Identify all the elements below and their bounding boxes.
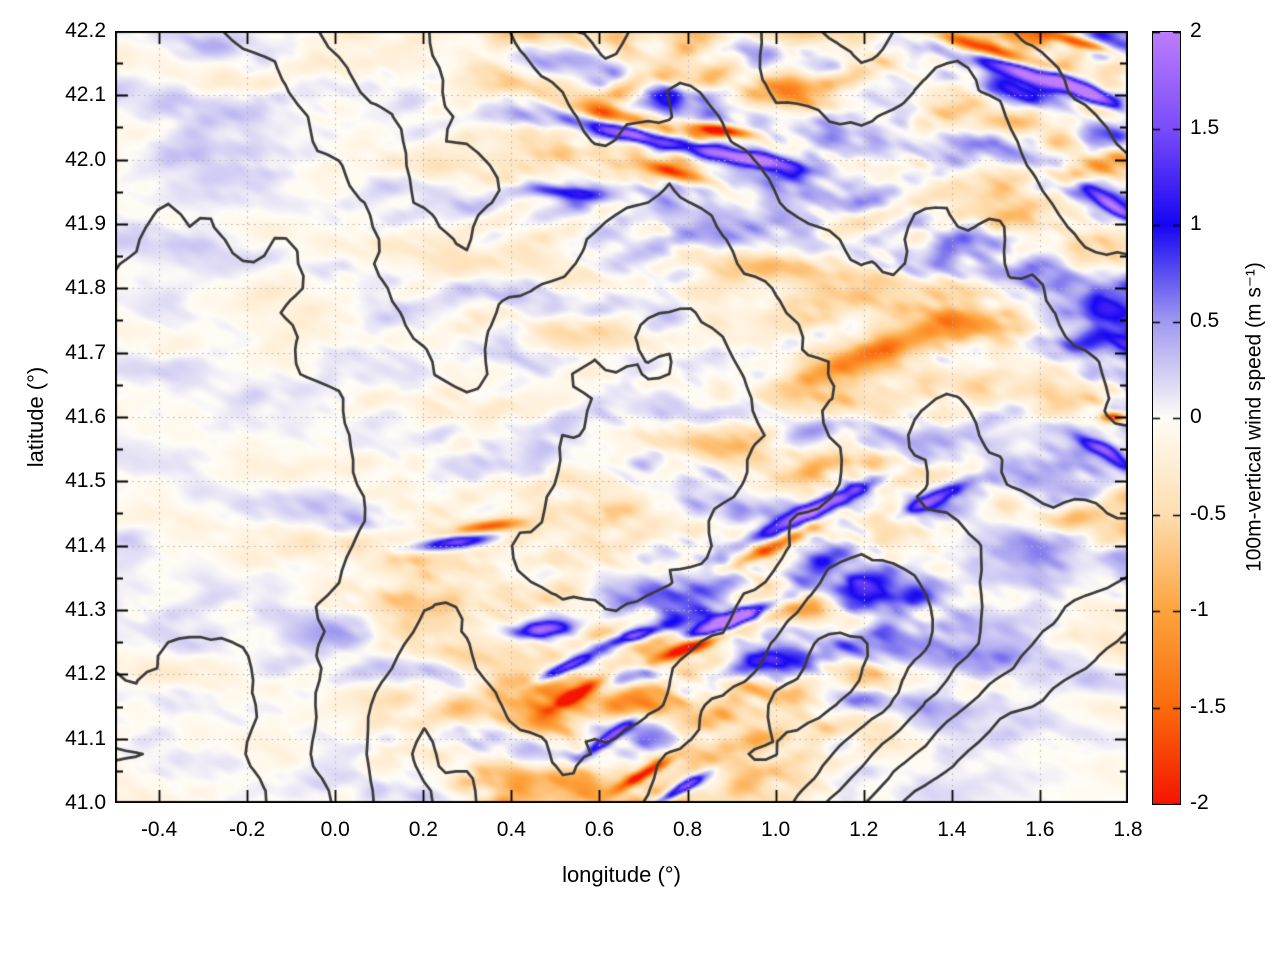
colorbar-tick-label: 0 [1190, 405, 1202, 428]
plot-area [115, 31, 1128, 803]
y-tick-label: 41.7 [65, 340, 106, 364]
x-tick-label: -0.4 [140, 818, 178, 841]
x-tick-label: 1.2 [849, 818, 879, 841]
wind-speed-heatmap-canvas [115, 31, 1128, 803]
y-tick-label: 41.3 [65, 598, 106, 621]
colorbar-tick-label: 2 [1190, 19, 1202, 42]
x-tick-label: 1.8 [1113, 818, 1143, 841]
x-tick-label: -0.2 [229, 818, 266, 841]
colorbar [1152, 31, 1181, 805]
x-tick-label: 1.4 [937, 818, 967, 841]
y-tick-label: 41.0 [65, 791, 106, 814]
x-tick-label: 0.0 [320, 818, 350, 841]
x-tick-label: 0.2 [408, 818, 438, 841]
colorbar-tick-label: -2 [1190, 791, 1209, 814]
y-tick-label: 41.2 [65, 662, 106, 686]
y-tick-label: 41.6 [65, 405, 106, 428]
colorbar-tick-label: 1 [1190, 212, 1202, 235]
y-tick-label: 41.9 [65, 212, 106, 235]
y-tick-label: 41.8 [65, 276, 106, 300]
x-tick-label: 0.4 [496, 818, 526, 841]
colorbar-tick-label: -1.5 [1190, 694, 1227, 718]
y-tick-label: 42.0 [65, 147, 106, 171]
y-tick-label: 41.4 [65, 533, 106, 557]
colorbar-tick-label: -0.5 [1190, 501, 1227, 525]
y-tick-label: 42.2 [65, 19, 106, 42]
colorbar-tick-label: 0.5 [1190, 308, 1220, 332]
x-axis-label: longitude (°) [562, 862, 681, 887]
y-tick-label: 42.1 [65, 83, 106, 107]
colorbar-tick-label: -1 [1190, 598, 1209, 621]
y-tick-label: 41.5 [65, 469, 106, 493]
x-tick-label: 0.8 [672, 818, 703, 841]
y-tick-label: 41.1 [65, 726, 106, 750]
x-tick-label: 1.0 [761, 818, 791, 841]
colorbar-tick-label: 1.5 [1190, 115, 1220, 139]
colorbar-gradient-canvas [1152, 31, 1181, 805]
x-tick-label: 1.6 [1025, 818, 1055, 841]
x-tick-label: 0.6 [584, 818, 615, 841]
